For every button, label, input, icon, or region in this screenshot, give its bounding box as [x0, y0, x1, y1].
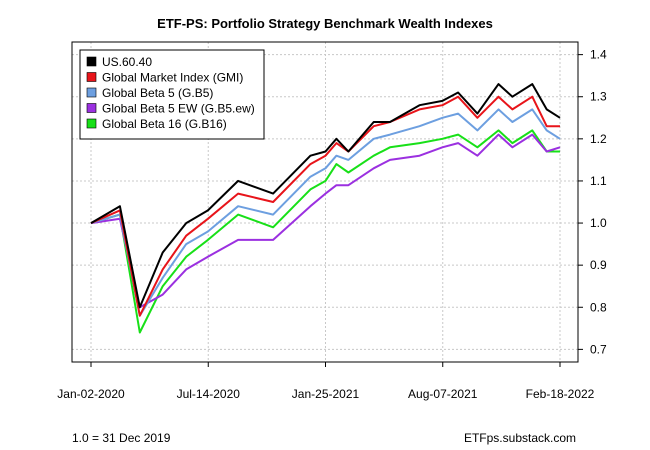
series-line-us-60-40	[90, 83, 561, 309]
series-line-global-beta-16-g-b16-	[90, 129, 560, 334]
legend-swatch	[86, 56, 97, 67]
legend-label: Global Beta 5 EW (G.B5.ew)	[102, 102, 255, 116]
y-axis: 0.7 0.8 0.9 1.0 1.1 1.2 1.3 1.4	[578, 48, 607, 356]
baseline-note: 1.0 = 31 Dec 2019	[72, 431, 171, 445]
legend-label: Global Market Index (GMI)	[102, 71, 243, 85]
y-tick-label: 0.9	[590, 258, 607, 272]
x-tick-label: Jan-25-2021	[292, 387, 360, 401]
x-tick-label: Jul-14-2020	[177, 387, 241, 401]
legend-box	[79, 49, 265, 140]
source-credit: ETFps.substack.com	[463, 431, 576, 445]
y-tick-label: 1.2	[590, 132, 607, 146]
y-tick-label: 1.1	[590, 174, 607, 188]
legend-label: Global Beta 5 (G.B5)	[102, 86, 213, 100]
y-tick-label: 0.8	[590, 300, 607, 314]
legend-label: Global Beta 16 (G.B16)	[102, 117, 227, 131]
series-line-global-beta-5-ew-g-b5-ew-	[90, 133, 561, 309]
y-tick-label: 1.4	[590, 48, 607, 62]
x-tick-label: Feb-18-2022	[526, 387, 595, 401]
x-tick-label: Aug-07-2021	[408, 387, 478, 401]
y-tick-label: 1.3	[590, 90, 607, 104]
legend-swatch	[86, 87, 97, 98]
legend-swatch	[86, 72, 97, 82]
legend-label: US.60.40	[102, 55, 152, 69]
y-tick-label: 0.7	[590, 342, 607, 356]
legend-swatch	[86, 118, 97, 129]
legend-swatch	[86, 103, 97, 113]
y-tick-label: 1.0	[590, 216, 607, 230]
x-tick-label: Jan-02-2020	[57, 387, 125, 401]
chart-title: ETF-PS: Portfolio Strategy Benchmark Wea…	[157, 16, 493, 31]
x-axis: Jan-02-2020 Jul-14-2020 Jan-25-2021 Aug-07-…	[57, 362, 595, 401]
series-line-global-beta-5-g-b5-	[90, 108, 561, 317]
series-lines	[90, 83, 561, 334]
